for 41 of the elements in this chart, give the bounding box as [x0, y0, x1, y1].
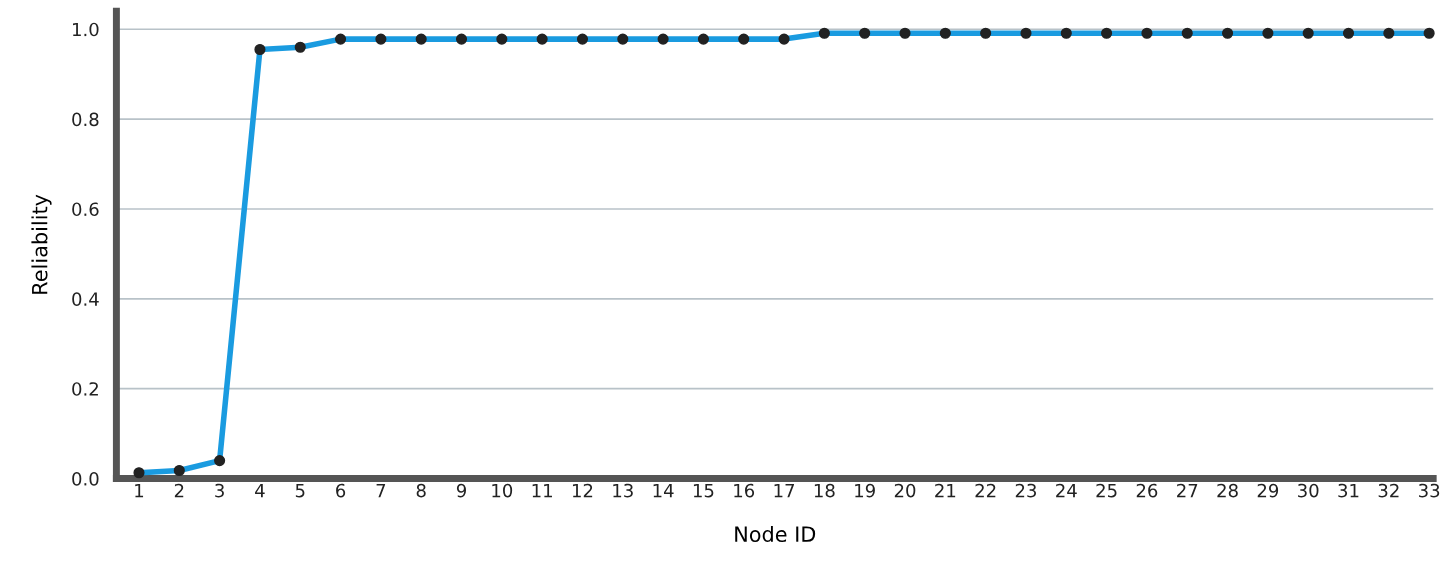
y-tick-label: 0.6 [72, 202, 99, 217]
x-tick-label: 8 [416, 483, 426, 498]
x-tick-label: 22 [975, 483, 996, 498]
x-tick-label: 30 [1298, 483, 1319, 498]
x-tick-label: 9 [456, 483, 466, 498]
y-tick-label: 0.4 [72, 292, 99, 306]
x-tick-label: 14 [653, 483, 674, 498]
x-tick-label: 18 [814, 483, 835, 498]
y-axis-title: Reliability [31, 194, 52, 294]
x-tick-label: 27 [1177, 483, 1198, 498]
x-tick-label: 11 [532, 483, 552, 498]
x-tick-label: 25 [1096, 483, 1117, 498]
x-tick-label: 3 [215, 483, 224, 498]
y-tick-label: 0.0 [72, 472, 99, 486]
x-tick-label: 20 [894, 483, 916, 498]
y-tick-label: 0.8 [72, 112, 99, 127]
x-tick-label: 32 [1378, 483, 1399, 498]
x-tick-label: 21 [935, 483, 956, 498]
y-tick-label: 1.0 [73, 22, 99, 37]
x-axis-title: Node ID [735, 525, 816, 543]
x-tick-label: 13 [613, 483, 633, 498]
x-tick-label: 23 [1015, 483, 1037, 498]
x-tick-label: 33 [1419, 483, 1440, 498]
x-tick-label: 2 [174, 483, 184, 498]
x-tick-label: 19 [855, 483, 875, 498]
x-tick-label: 12 [572, 483, 593, 498]
x-tick-label: 17 [774, 483, 794, 498]
x-tick-label: 26 [1136, 483, 1158, 498]
x-tick-label: 31 [1338, 483, 1359, 498]
x-tick-label: 1 [135, 483, 144, 498]
x-tick-label: 15 [693, 483, 714, 498]
x-tick-label: 24 [1056, 483, 1077, 498]
x-tick-label: 10 [492, 483, 513, 498]
x-tick-label: 7 [376, 483, 386, 498]
x-tick-label: 28 [1217, 483, 1238, 498]
y-tick-label: 0.2 [72, 382, 98, 396]
x-tick-label: 6 [336, 483, 346, 498]
x-tick-label: 4 [255, 483, 265, 498]
x-tick-label: 16 [734, 483, 755, 498]
x-tick-label: 5 [295, 483, 305, 498]
x-tick-label: 29 [1257, 483, 1279, 498]
